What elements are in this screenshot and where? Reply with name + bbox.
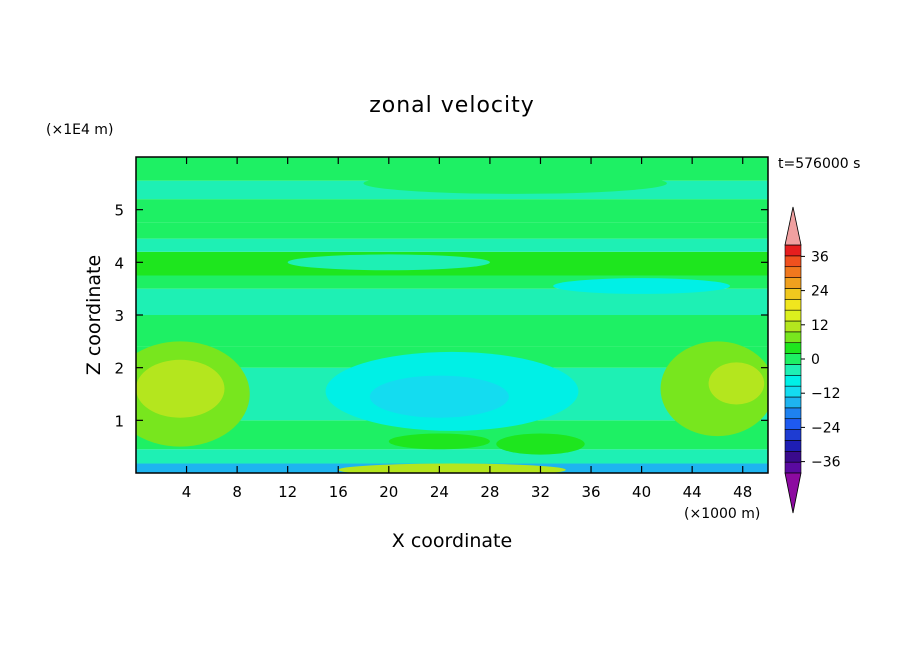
- y-tick-label: 4: [114, 254, 124, 272]
- field-feature: [496, 433, 585, 455]
- x-tick-label: 16: [329, 483, 348, 501]
- x-tick-label: 8: [232, 483, 242, 501]
- colorbar-segment: [784, 418, 802, 430]
- field-feature: [287, 254, 490, 271]
- field-feature: [708, 362, 765, 405]
- field-feature: [136, 359, 225, 418]
- colorbar: 36 24 12 0 −12 −24 −36: [784, 206, 841, 514]
- x-tick-label: 24: [430, 483, 449, 501]
- colorbar-segment: [784, 298, 802, 311]
- field-band: [136, 238, 768, 252]
- y-tick-label: 3: [114, 307, 124, 325]
- x-tick-label: 44: [683, 483, 702, 501]
- field-band: [136, 199, 768, 223]
- field-band: [136, 315, 768, 347]
- colorbar-segment: [784, 320, 802, 333]
- colorbar-segment: [784, 407, 802, 420]
- chart-title: zonal velocity: [369, 93, 535, 118]
- colorbar-segment: [784, 450, 802, 463]
- colorbar-tick-label: −12: [811, 386, 841, 402]
- x-tick-label: 36: [581, 483, 600, 501]
- field-feature: [338, 463, 566, 473]
- colorbar-tick-label: −36: [811, 455, 841, 471]
- field-band: [136, 222, 768, 239]
- y-tick-label: 1: [114, 412, 124, 430]
- colorbar-tick-label: 0: [811, 352, 820, 368]
- colorbar-segment: [784, 266, 802, 278]
- x-tick-label: 28: [480, 483, 499, 501]
- x-axis-unit: (×1000 m): [684, 506, 760, 522]
- field-feature: [553, 278, 731, 294]
- x-tick-label: 20: [379, 483, 398, 501]
- colorbar-segment: [784, 244, 802, 257]
- y-axis-unit: (×1E4 m): [46, 122, 113, 138]
- colorbar-segment: [784, 255, 802, 268]
- colorbar-segment: [784, 309, 802, 322]
- time-label: t=576000 s: [778, 156, 860, 172]
- colorbar-tick-label: 36: [811, 249, 829, 265]
- colorbar-segment: [784, 342, 802, 354]
- colorbar-segment: [784, 364, 802, 376]
- x-tick-label: 12: [278, 483, 297, 501]
- colorbar-segment: [784, 288, 802, 300]
- contour-field: [136, 157, 768, 473]
- colorbar-segment: [784, 353, 802, 365]
- colorbar-segment: [784, 385, 802, 398]
- colorbar-segment: [784, 440, 802, 452]
- colorbar-segment: [784, 429, 802, 441]
- y-tick-label: 2: [114, 360, 124, 378]
- y-axis-label: Z coordinate: [83, 255, 105, 375]
- colorbar-under-arrow: [784, 472, 802, 514]
- colorbar-segment: [784, 277, 802, 289]
- x-axis-label: X coordinate: [392, 530, 512, 552]
- colorbar-segment: [784, 374, 802, 387]
- field-feature: [369, 375, 509, 418]
- colorbar-segment: [784, 461, 802, 474]
- field-band: [136, 157, 768, 181]
- field-feature: [388, 433, 490, 450]
- x-tick-label: 40: [632, 483, 651, 501]
- field-band: [136, 449, 768, 464]
- y-tick-label: 5: [114, 202, 124, 220]
- colorbar-over-arrow: [784, 206, 802, 246]
- colorbar-tick-label: 12: [811, 318, 829, 334]
- colorbar-tick-label: 24: [811, 284, 829, 300]
- colorbar-segment: [784, 396, 802, 409]
- colorbar-tick-label: −24: [811, 420, 841, 436]
- x-tick-label: 32: [531, 483, 550, 501]
- x-tick-label: 48: [733, 483, 752, 501]
- field-feature: [363, 172, 667, 194]
- x-tick-label: 4: [182, 483, 192, 501]
- colorbar-segment: [784, 331, 802, 344]
